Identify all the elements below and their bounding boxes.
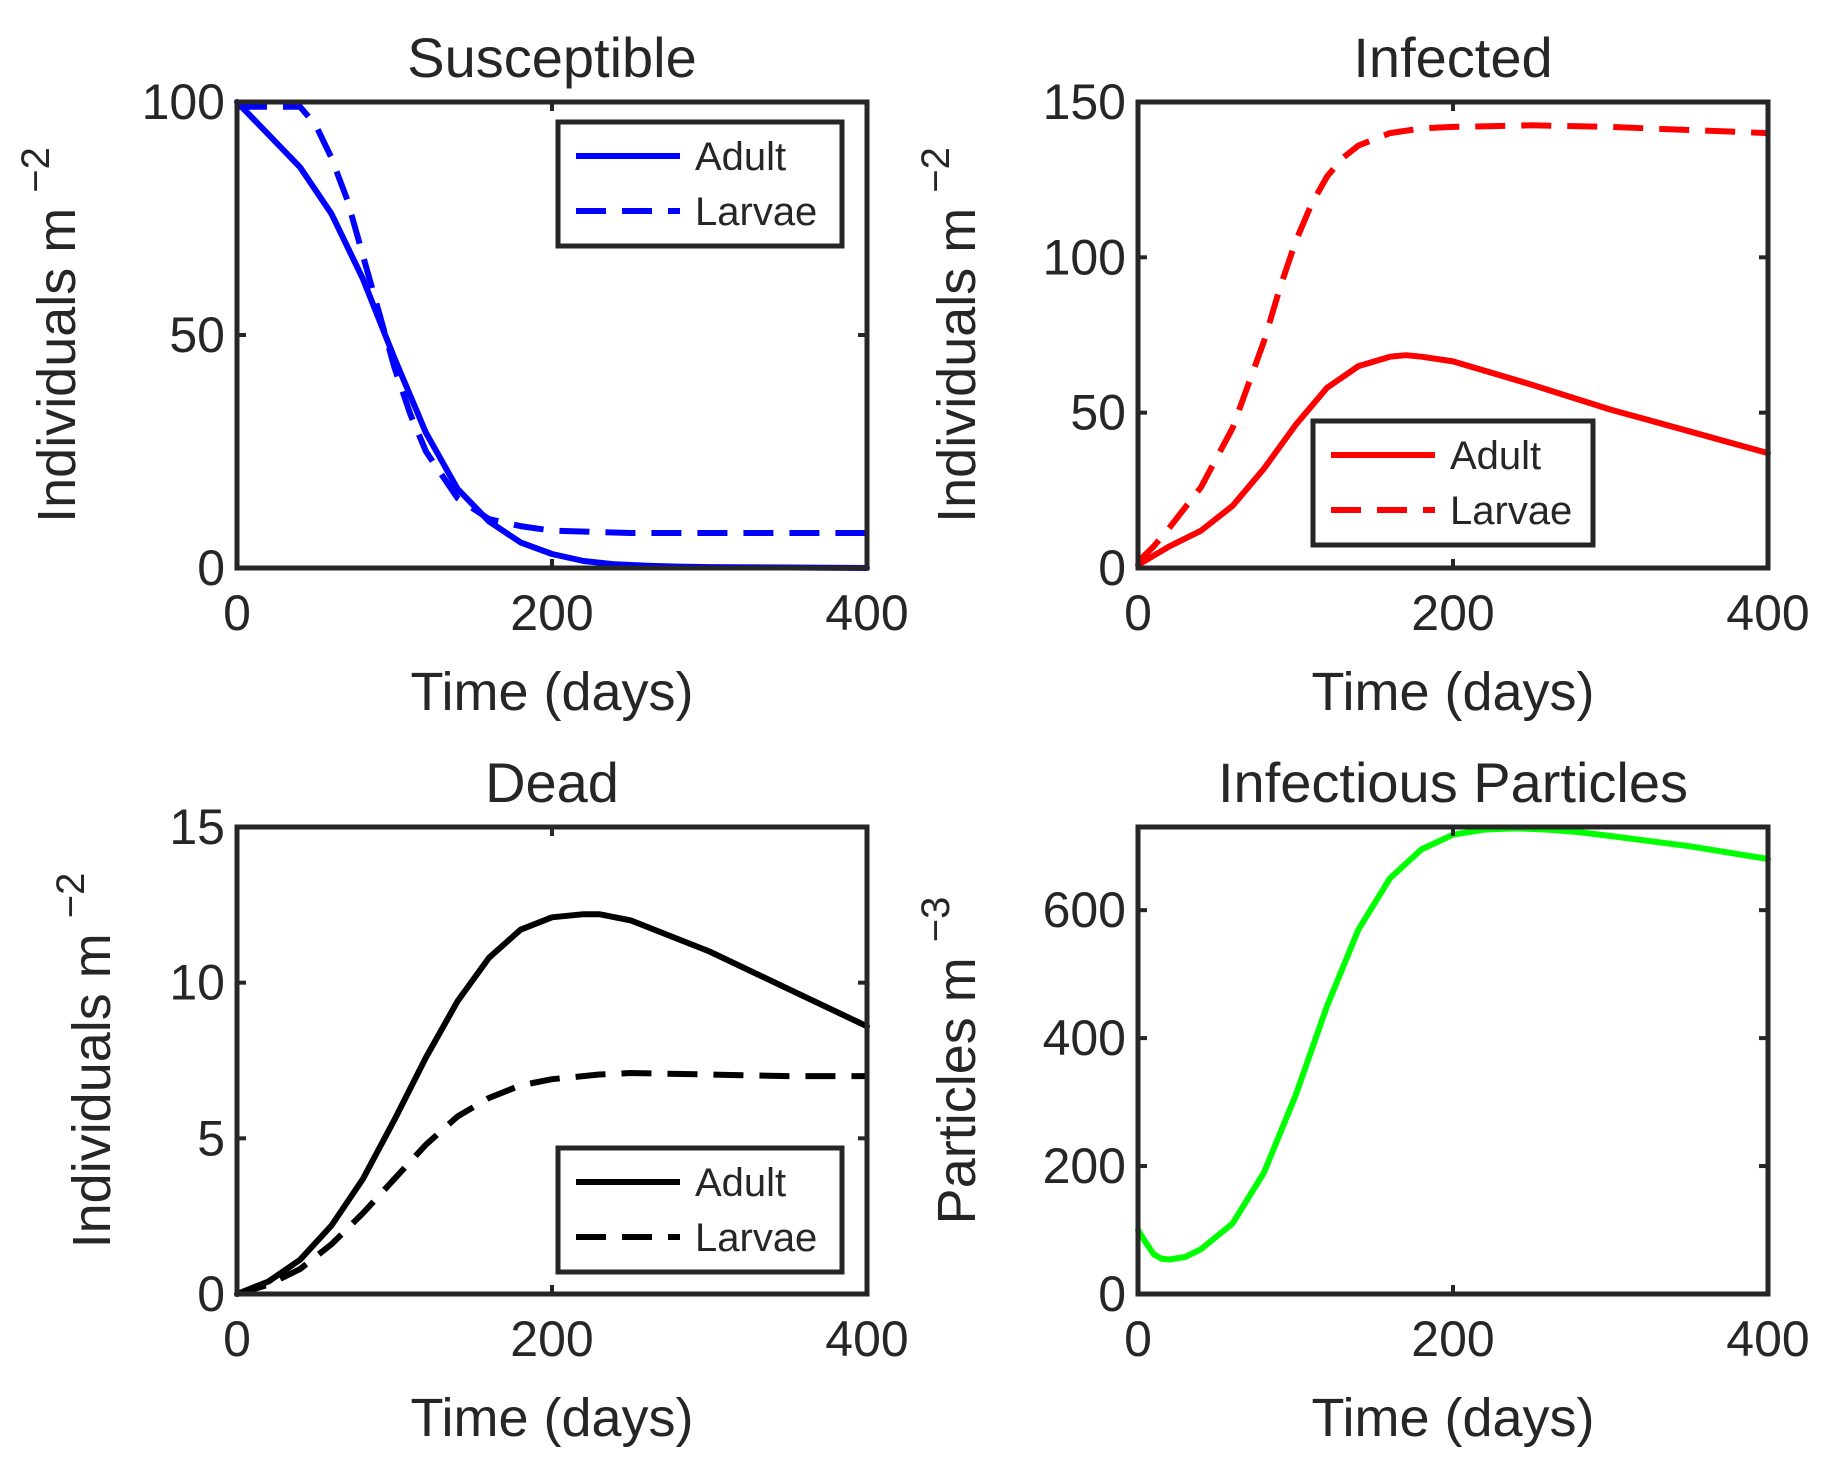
legend: Adult Larvae — [555, 119, 845, 249]
legend-box — [555, 119, 845, 249]
x-tick-label: 400 — [825, 585, 908, 641]
y-axis-label: Individuals m −2 — [914, 147, 987, 523]
y-tick-label: 100 — [142, 74, 225, 130]
y-tick-label: 15 — [169, 799, 225, 855]
x-axis-label: Time (days) — [410, 662, 693, 722]
y-tick-label: 0 — [197, 540, 225, 596]
x-tick-label: 400 — [1726, 585, 1809, 641]
legend-label-larvae: Larvae — [695, 190, 817, 234]
series-line-particles — [1135, 825, 1771, 1263]
y-axis-label: Particles m −3 — [914, 897, 987, 1225]
x-tick-label: 0 — [1124, 1311, 1152, 1367]
x-axis-label: Time (days) — [1311, 662, 1594, 722]
chart-title: Infectious Particles — [1218, 751, 1688, 814]
x-tick-label: 200 — [1411, 1311, 1494, 1367]
x-tick-label: 200 — [510, 585, 593, 641]
legend-box — [1310, 418, 1596, 548]
y-axis-label-base: Particles m — [927, 942, 987, 1224]
y-tick-label: 50 — [169, 307, 225, 363]
y-tick-label: 0 — [1098, 1266, 1126, 1322]
series-line-larvae-dashed — [1135, 122, 1769, 564]
y-tick-label: 100 — [1043, 229, 1126, 285]
legend: Adult Larvae — [555, 1145, 845, 1275]
y-axis-label: Individuals m −2 — [49, 873, 122, 1249]
x-tick-label: 400 — [1726, 1311, 1809, 1367]
y-axis-label: Individuals m −2 — [14, 147, 87, 523]
y-tick-label: 10 — [169, 955, 225, 1011]
y-axis-label-base: Individuals m — [62, 918, 122, 1248]
panel-infected: 0 200 400 0 50 100 150 Infected Time (days) Indiv… — [914, 26, 1810, 722]
y-axis-label-exponent: −2 — [49, 873, 93, 919]
legend-box — [555, 1145, 845, 1275]
y-tick-label: 0 — [197, 1266, 225, 1322]
y-tick-label: 600 — [1043, 882, 1126, 938]
series-line-larvae-dashed — [237, 103, 867, 536]
chart-title: Infected — [1353, 26, 1552, 89]
chart-title: Dead — [485, 751, 619, 814]
y-axis-label-exponent: −2 — [914, 147, 958, 193]
x-tick-label: 200 — [510, 1311, 593, 1367]
y-axis-label-exponent: −2 — [14, 147, 58, 193]
series-line-larvae-dashed — [236, 1070, 867, 1297]
series-line-adult — [234, 911, 870, 1297]
panel-susceptible: 0 200 400 0 50 100 Susceptible Time (days) Indiv… — [14, 26, 909, 722]
x-tick-label: 0 — [223, 1311, 251, 1367]
y-tick-label: 0 — [1098, 540, 1126, 596]
x-tick-label: 0 — [223, 585, 251, 641]
y-axis-label-base: Individuals m — [927, 193, 987, 523]
legend-label-larvae: Larvae — [1450, 489, 1572, 533]
x-axis-label: Time (days) — [1311, 1388, 1594, 1448]
y-tick-label: 5 — [197, 1110, 225, 1166]
panel-dead: 0 200 400 0 5 10 15 Dead Time (days) Individuals … — [49, 751, 909, 1448]
y-tick-label: 150 — [1043, 74, 1126, 130]
y-axis-label-base: Individuals m — [27, 193, 87, 523]
x-tick-label: 200 — [1411, 585, 1494, 641]
y-tick-label: 200 — [1043, 1138, 1126, 1194]
series-line-adult — [1135, 352, 1771, 568]
x-tick-label: 400 — [825, 1311, 908, 1367]
y-axis-label-exponent: −3 — [914, 897, 958, 943]
y-tick-label: 400 — [1043, 1010, 1126, 1066]
legend-label-adult: Adult — [695, 1161, 786, 1205]
panel-infectious-particles: 0 200 400 0 200 400 600 Infectious Particles Tim… — [914, 751, 1810, 1448]
legend-label-adult: Adult — [695, 135, 786, 179]
x-axis-label: Time (days) — [410, 1388, 693, 1448]
legend-label-adult: Adult — [1450, 434, 1541, 478]
chart-title: Susceptible — [407, 26, 697, 89]
y-tick-label: 50 — [1070, 385, 1126, 441]
legend-label-larvae: Larvae — [695, 1216, 817, 1260]
legend: Adult Larvae — [1310, 418, 1596, 548]
x-tick-label: 0 — [1124, 585, 1152, 641]
